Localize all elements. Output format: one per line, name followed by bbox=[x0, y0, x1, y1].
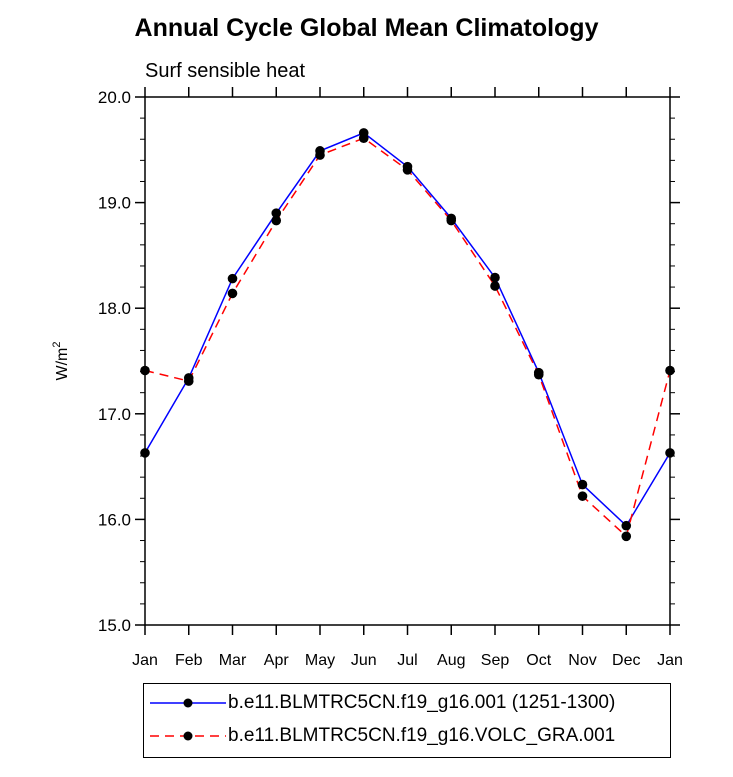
legend-marker-2 bbox=[183, 731, 193, 741]
series-1-point bbox=[271, 208, 282, 218]
x-tick-label: Nov bbox=[568, 652, 596, 669]
chart-subtitle: Surf sensible heat bbox=[145, 60, 306, 82]
x-tick-label: Jan bbox=[657, 652, 683, 669]
series-2-point bbox=[358, 133, 369, 143]
series-line-2 bbox=[144, 137, 671, 538]
x-tick-label: Dec bbox=[612, 652, 640, 669]
y-tick-label: 19.0 bbox=[98, 194, 131, 213]
legend-sample-2 bbox=[150, 731, 226, 741]
legend-label-1: b.e11.BLMTRC5CN.f19_g16.001 (1251-1300) bbox=[228, 692, 616, 713]
series-2-point bbox=[227, 288, 238, 299]
x-tick-label: Jun bbox=[351, 652, 377, 669]
legend-entry-2: b.e11.BLMTRC5CN.f19_g16.VOLC_GRA.001 bbox=[144, 721, 670, 751]
series-2-point bbox=[490, 281, 500, 291]
x-tick-label: Jul bbox=[397, 652, 417, 669]
x-tick-label: Jan bbox=[132, 652, 158, 669]
series-2-point bbox=[402, 165, 413, 175]
legend-sample-1 bbox=[150, 698, 226, 708]
y-axis-label: W/m2 bbox=[51, 342, 71, 381]
series-1-point bbox=[490, 272, 500, 283]
y-axis-label-text: W/m bbox=[54, 348, 71, 381]
x-tick-label: Aug bbox=[437, 652, 465, 669]
y-tick-label: 15.0 bbox=[98, 616, 131, 635]
x-tick-label: Apr bbox=[264, 652, 290, 669]
series-2-point bbox=[446, 215, 457, 226]
series-2-point bbox=[533, 369, 544, 380]
series-1-point bbox=[227, 273, 238, 284]
legend: b.e11.BLMTRC5CN.f19_g16.001 (1251-1300) … bbox=[143, 683, 671, 758]
x-tick-label: Feb bbox=[175, 652, 203, 669]
x-tick-label: Mar bbox=[219, 652, 247, 669]
series-2-point bbox=[183, 376, 194, 386]
y-tick-label: 16.0 bbox=[98, 510, 131, 529]
series-2-point bbox=[315, 150, 325, 160]
series-2-point bbox=[577, 491, 588, 501]
y-tick-label: 18.0 bbox=[98, 299, 131, 318]
legend-label-2: b.e11.BLMTRC5CN.f19_g16.VOLC_GRA.001 bbox=[228, 725, 616, 746]
series-line-1 bbox=[144, 132, 671, 527]
y-axis-label-superscript: 2 bbox=[51, 342, 63, 348]
legend-marker-1 bbox=[183, 698, 193, 708]
x-tick-label: Sep bbox=[481, 652, 510, 669]
series-2-point bbox=[271, 215, 282, 226]
x-tick-label: Oct bbox=[526, 652, 551, 669]
series-1-point bbox=[577, 479, 588, 490]
plot-frame bbox=[144, 96, 671, 626]
x-tick-label: May bbox=[305, 652, 335, 669]
series-1-point bbox=[621, 520, 632, 531]
y-tick-label: 17.0 bbox=[98, 405, 131, 424]
series-2-point bbox=[621, 531, 632, 542]
chart-title: Annual Cycle Global Mean Climatology bbox=[134, 14, 599, 42]
legend-entry-1: b.e11.BLMTRC5CN.f19_g16.001 (1251-1300) bbox=[144, 688, 670, 718]
y-tick-label: 20.0 bbox=[98, 88, 131, 107]
